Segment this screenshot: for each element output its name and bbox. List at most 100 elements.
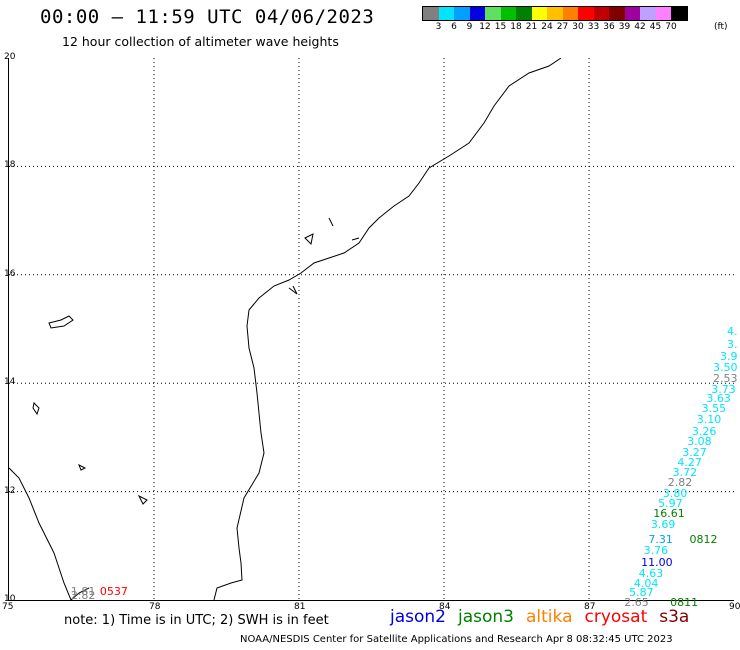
longitude-label: 78 [149,602,161,612]
gridlines [9,58,734,600]
wave-height-observation: 3.50 [713,361,738,375]
wave-height-observation: 3. [727,338,738,352]
wave-height-legend: 3 6 9 12 15 18 21 24 27 30 33 36 39 42 45 70 (ft) [422,6,728,32]
wave-height-observation: 1.81 [70,584,96,598]
legend-label: 3 [435,22,442,32]
legend-swatch [609,7,625,20]
wave-height-observation: 3.10 [696,413,722,427]
latitude-label: 16 [4,268,16,279]
legend-swatch [578,7,594,20]
wave-height-observation: 4.63 [638,566,664,580]
legend-swatch [624,7,640,20]
map-canvas [9,58,734,600]
island-sri-lanka-coast [48,315,74,329]
legend-swatch [485,7,501,20]
legend-label: 33 [587,22,600,32]
wave-height-observation: 3.72 [672,466,698,480]
wave-height-observation: 4. [727,324,738,338]
wave-height-observation: 3.27 [682,445,707,459]
wave-height-observation: 4.04 [633,576,659,590]
islet-4 [304,233,314,246]
footer-credit: NOAA/NESDIS Center for Satellite Applica… [240,634,673,645]
legend-labels: 3 6 9 12 15 18 21 24 27 30 33 36 39 42 45 70 [422,22,740,34]
legend-label: 15 [494,22,507,32]
wave-height-observation: 3.76 [643,544,669,558]
footer-note: note: 1) Time is in UTC; 2) SWH is in fe… [64,613,329,628]
longitude-label: 81 [294,602,306,612]
wave-height-observation: 3.63 [706,392,731,406]
map-subtitle: 12 hour collection of altimeter wave hei… [62,34,339,49]
legend-swatch [500,7,516,20]
legend-label: 12 [479,22,491,32]
islet-1 [32,401,40,416]
legend-swatch [671,7,687,20]
latitude-label: 20 [4,52,16,62]
wave-height-observation: 3.73 [711,382,736,396]
islet-2 [78,463,87,471]
wave-height-observation: 3.55 [701,402,727,416]
islet-3 [137,494,148,505]
legend-swatch [469,7,485,20]
legend-label: 39 [618,22,631,32]
legend-swatch [640,7,656,20]
wave-height-observation: 3.69 [650,518,676,532]
legend-color-bar [422,6,688,21]
latitude-label: 10 [4,594,16,604]
map-panel [8,58,734,601]
legend-swatch [423,7,439,20]
satellite-name: altika [526,607,573,627]
legend-label: 70 [665,22,677,32]
map-title: 00:00 – 11:59 UTC 04/06/2023 [40,6,375,28]
latitude-label: 14 [4,377,16,388]
wave-height-observation: 3.80 [662,486,688,500]
delta-marks [288,285,298,295]
legend-swatch [438,7,454,20]
legend-label: 21 [525,22,538,32]
wave-height-observation: 4.27 [677,456,702,470]
legend-unit: (ft) [714,22,728,32]
satellite-legend: jason2 jason3 altika cryosat s3a [390,607,689,627]
wave-height-observation: 5.87 [629,586,654,600]
wave-height-observation: 16.61 [653,507,685,521]
legend-label: 9 [466,22,473,32]
longitude-label: 87 [584,602,596,612]
legend-label: 36 [603,22,615,32]
legend-swatch [655,7,671,20]
wave-height-observation: 0537 [99,584,128,598]
islet-5 [328,217,360,241]
legend-label: 30 [572,22,584,32]
coastline-gulf-of-mannar [70,587,90,600]
legend-swatch [593,7,609,20]
wave-height-observation: 11.00 [641,556,673,570]
legend-label: 18 [510,22,522,32]
latitude-label: 12 [4,485,16,496]
satellite-name: jason2 [390,607,446,627]
legend-swatch [547,7,563,20]
wave-height-observation: 7.31 [648,533,673,547]
satellite-name: s3a [659,607,690,627]
wave-height-observation: 3.9 [720,350,738,364]
wave-height-observation: 5.97 [658,496,683,510]
wave-height-observation: 0812 [689,533,718,547]
legend-swatch [516,7,532,20]
longitude-label: 75 [2,602,14,612]
legend-swatch [562,7,578,20]
longitude-label: 84 [439,602,451,612]
satellite-name: cryosat [584,607,648,627]
wave-height-observation: 2.65 [624,595,649,609]
longitude-label: 90 [729,602,740,612]
satellite-name: jason3 [458,607,514,627]
legend-label: 45 [649,22,662,32]
legend-label: 42 [634,22,646,32]
legend-label: 24 [541,22,553,32]
legend-swatch [454,7,470,20]
legend-swatch [531,7,547,20]
coastline-india-east [9,58,562,600]
legend-label: 6 [451,22,457,32]
wave-height-observation: 0811 [670,595,699,609]
legend-label: 27 [556,22,569,32]
wave-height-observation: 2.82 [667,475,693,489]
latitude-label: 18 [4,160,16,171]
wave-height-observation: 2.82 [70,588,96,602]
wave-height-observation: 3.26 [691,424,717,438]
